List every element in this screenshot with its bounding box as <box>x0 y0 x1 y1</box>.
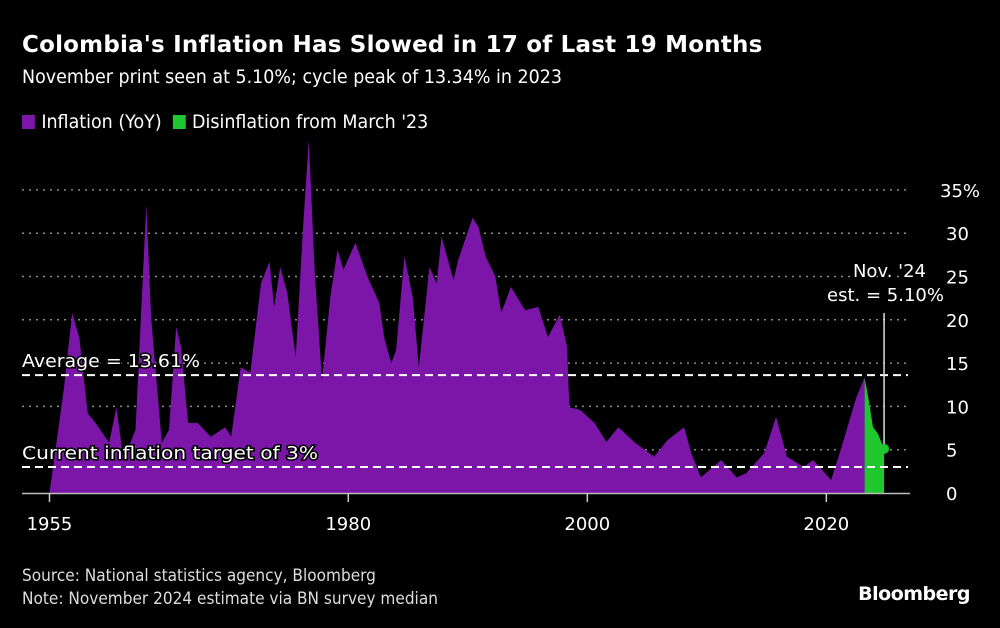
y-tick-label: 20 <box>946 311 969 332</box>
bloomberg-logo: Bloomberg <box>858 583 970 605</box>
y-tick-label: 15 <box>946 354 969 375</box>
source-text: Source: National statistics agency, Bloo… <box>22 566 376 585</box>
legend-swatch-disinflation <box>172 115 186 129</box>
chart-subtitle: November print seen at 5.10%; cycle peak… <box>22 66 563 88</box>
y-tick-label: 5 <box>946 441 957 462</box>
chart-title: Colombia's Inflation Has Slowed in 17 of… <box>22 32 763 58</box>
legend-label-inflation: Inflation (YoY) <box>41 111 162 133</box>
legend-item-inflation: Inflation (YoY) <box>22 111 162 133</box>
annotation-line-2: est. = 5.10% <box>827 285 944 306</box>
y-tick-label: 0 <box>946 484 957 505</box>
legend: Inflation (YoY) Disinflation from March … <box>22 111 439 133</box>
y-tick-label: 25 <box>946 268 969 289</box>
latest-point-marker <box>879 443 890 454</box>
target-label: Current inflation target of 3% <box>22 443 318 464</box>
legend-swatch-inflation <box>22 115 35 129</box>
x-tick-label: 1955 <box>27 514 73 535</box>
x-tick-label: 2000 <box>564 514 610 535</box>
legend-label-disinflation: Disinflation from March '23 <box>192 111 429 133</box>
y-tick-label: 35% <box>940 181 980 202</box>
legend-item-disinflation: Disinflation from March '23 <box>172 111 429 133</box>
inflation-area <box>49 139 865 493</box>
x-tick-label: 1980 <box>325 514 371 535</box>
y-tick-label: 10 <box>946 397 969 418</box>
x-tick-label: 2020 <box>803 514 849 535</box>
y-tick-label: 30 <box>946 224 969 245</box>
note-text: Note: November 2024 estimate via BN surv… <box>22 589 438 608</box>
disinflation-area <box>864 377 885 493</box>
average-label: Average = 13.61% <box>22 351 200 372</box>
annotation-line-1: Nov. '24 <box>853 261 926 282</box>
